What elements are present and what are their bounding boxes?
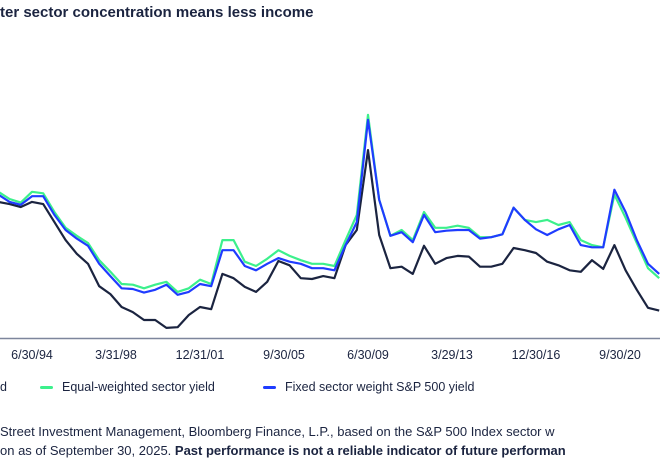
x-tick-label: 3/31/98 (95, 348, 137, 362)
legend-label: Equal-weighted sector yield (62, 380, 215, 394)
legend-label: Fixed sector weight S&P 500 yield (285, 380, 475, 394)
x-tick-label: 9/30/20 (599, 348, 641, 362)
x-tick-label: 3/29/13 (431, 348, 473, 362)
series-line-0 (0, 149, 660, 329)
footnote-disclaimer: on as of September 30, 2025. Past perfor… (0, 443, 566, 458)
chart-title: ter sector concentration means less inco… (0, 4, 314, 21)
footnote-date: on as of September 30, 2025. (0, 443, 175, 458)
series-line-1 (0, 113, 660, 293)
legend-label: d (0, 380, 7, 394)
footnote-warning: Past performance is not a reliable indic… (174, 443, 566, 458)
series-line-2 (0, 118, 660, 296)
x-tick-label: 12/31/01 (176, 348, 225, 362)
legend-swatch-green (40, 385, 53, 389)
x-tick-label: 9/30/05 (263, 348, 305, 362)
x-tick-label: 12/30/16 (512, 348, 561, 362)
series-lines (0, 113, 660, 329)
x-axis-ticks: 6/30/94 3/31/98 12/31/01 9/30/05 6/30/09 3/29… (11, 348, 641, 362)
legend-item-sp500-yield: d (0, 380, 7, 394)
legend-item-fixed-sector: Fixed sector weight S&P 500 yield (263, 380, 474, 394)
x-tick-label: 6/30/09 (347, 348, 389, 362)
footnote-source: Street Investment Management, Bloomberg … (0, 424, 555, 439)
legend-swatch-blue (263, 385, 276, 389)
x-tick-label: 6/30/94 (11, 348, 53, 362)
legend-item-equal-weighted: Equal-weighted sector yield (40, 380, 215, 394)
line-chart: 6/30/94 3/31/98 12/31/01 9/30/05 6/30/09 3/29… (0, 113, 660, 362)
